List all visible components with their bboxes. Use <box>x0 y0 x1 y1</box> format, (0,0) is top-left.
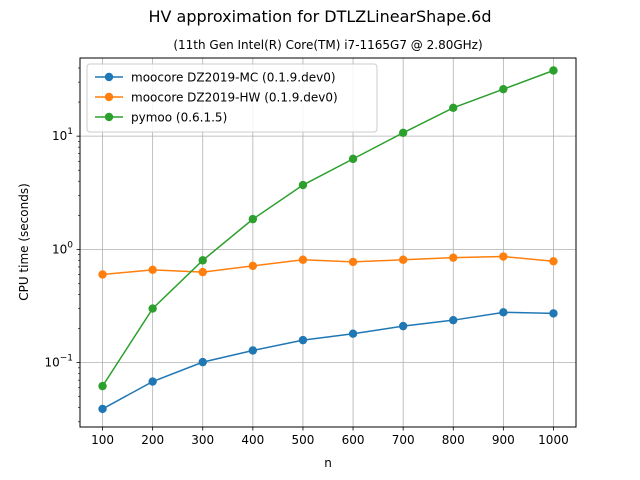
legend-label: pymoo (0.6.1.5) <box>131 111 227 125</box>
data-point-2 <box>198 256 207 265</box>
data-point-1 <box>248 261 258 271</box>
data-point-0 <box>148 377 157 386</box>
x-tick-label: 800 <box>442 433 465 447</box>
data-point-1 <box>98 270 107 279</box>
data-point-0 <box>348 329 358 338</box>
legend-swatch-marker <box>104 92 114 102</box>
y-tick-label: 10−1 <box>44 354 73 370</box>
data-point-0 <box>198 357 207 367</box>
y-tick-label: 101 <box>52 127 73 143</box>
legend-label: moocore DZ2019-MC (0.1.9.dev0) <box>131 71 336 85</box>
series-group <box>98 66 558 414</box>
data-point-0 <box>98 404 107 414</box>
data-point-1 <box>348 257 358 267</box>
data-point-1 <box>298 255 308 264</box>
chart-subtitle: (11th Gen Intel(R) Core(TM) i7-1165G7 @ … <box>173 38 482 52</box>
x-axis-label: n <box>324 456 332 470</box>
data-point-1 <box>499 252 508 261</box>
x-tick-label: 400 <box>241 433 264 447</box>
data-point-1 <box>148 265 157 275</box>
data-point-1 <box>198 267 207 277</box>
data-point-0 <box>298 335 308 345</box>
legend-swatch-marker <box>104 72 114 82</box>
x-tick-label: 200 <box>141 433 164 447</box>
data-point-2 <box>499 84 508 94</box>
data-point-0 <box>449 315 458 325</box>
data-point-0 <box>398 321 408 331</box>
x-tick-label: 100 <box>91 433 114 447</box>
legend-label: moocore DZ2019-HW (0.1.9.dev0) <box>131 91 338 105</box>
legend-box <box>86 63 378 133</box>
legend-swatch-marker <box>104 112 114 122</box>
x-tick-label: 1000 <box>538 433 569 447</box>
series-line-1 <box>102 255 554 276</box>
data-point-0 <box>499 308 508 317</box>
ticks: 100 200 300 400 500 600 700 800 900 1000 10−1 100 10… <box>44 67 569 447</box>
y-axis-label: CPU time (seconds) <box>17 183 31 301</box>
series-line-2 <box>101 69 554 387</box>
data-point-1 <box>549 257 558 266</box>
data-point-2 <box>549 66 558 75</box>
x-tick-label: 900 <box>492 433 515 447</box>
plot-frame <box>79 57 577 428</box>
chart-title: HV approximation for DTLZLinearShape.6d <box>148 7 491 26</box>
x-tick-label: 600 <box>342 433 365 447</box>
x-tick-label: 300 <box>191 433 214 447</box>
data-point-2 <box>98 381 107 391</box>
data-point-2 <box>348 154 358 164</box>
x-tick-label: 700 <box>392 433 415 447</box>
data-point-2 <box>449 103 458 112</box>
data-point-0 <box>549 309 558 318</box>
y-tick-label: 100 <box>52 240 73 256</box>
x-tick-label: 500 <box>291 433 314 447</box>
data-point-2 <box>148 304 157 313</box>
data-point-1 <box>398 255 408 264</box>
legend: moocore DZ2019-MC (0.1.9.dev0) moocore DZ… <box>86 63 378 133</box>
series-line-0 <box>102 311 554 410</box>
data-point-2 <box>398 128 408 138</box>
data-point-2 <box>248 214 258 224</box>
data-point-1 <box>449 253 458 262</box>
data-point-2 <box>298 180 308 190</box>
data-point-0 <box>248 346 258 355</box>
